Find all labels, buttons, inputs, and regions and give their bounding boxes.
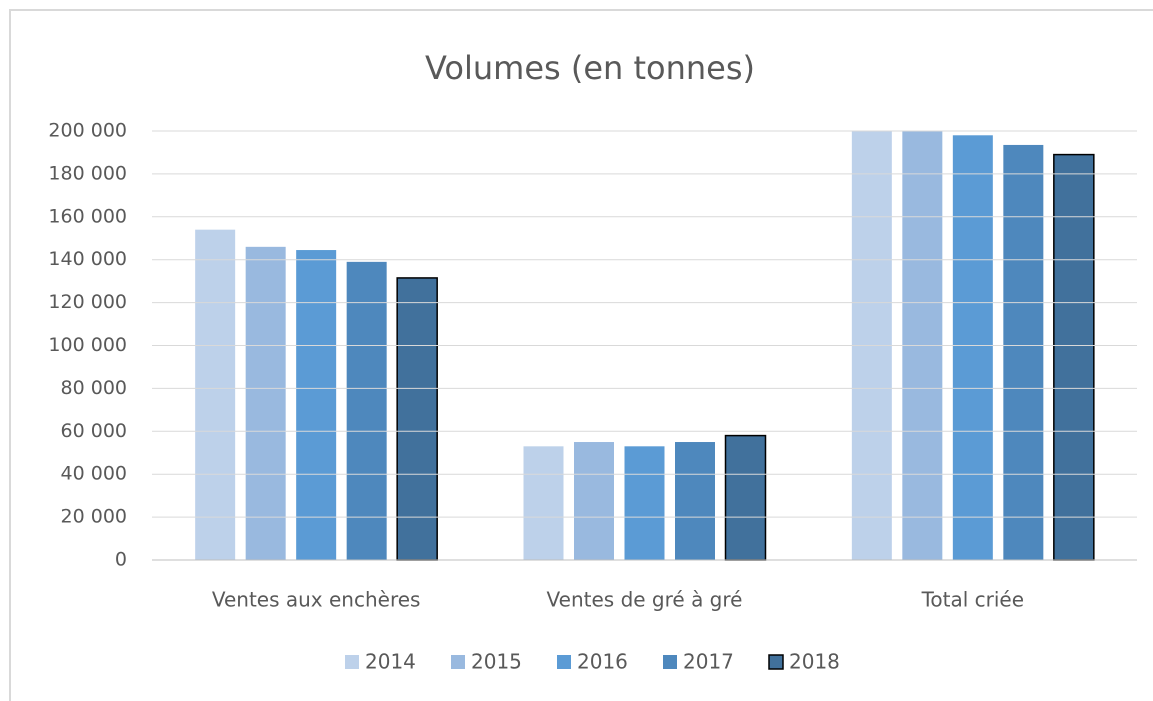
bar — [574, 442, 614, 560]
legend-label: 2017 — [683, 650, 734, 674]
legend-label: 2014 — [365, 650, 416, 674]
y-tick-label: 0 — [115, 549, 127, 571]
y-tick-label: 100 000 — [48, 334, 127, 356]
bar — [902, 131, 943, 561]
legend-swatch — [663, 655, 677, 669]
y-tick-label: 180 000 — [48, 162, 127, 184]
legend-label: 2015 — [471, 650, 522, 674]
legend-swatch — [768, 654, 784, 670]
y-tick-label: 80 000 — [61, 377, 127, 399]
bar — [523, 446, 564, 560]
chart-frame — [9, 9, 1153, 701]
legend-label: 2018 — [789, 650, 840, 674]
y-tick-label: 60 000 — [61, 420, 127, 442]
x-tick-label: Total criée — [921, 588, 1024, 612]
y-tick-label: 40 000 — [61, 463, 127, 485]
x-tick-label: Ventes aux enchères — [212, 588, 421, 612]
legend-swatch — [451, 655, 465, 669]
y-tick-label: 20 000 — [61, 506, 127, 528]
bar — [245, 246, 286, 560]
bar — [1003, 144, 1044, 560]
y-tick-label: 160 000 — [48, 205, 127, 227]
y-tick-label: 200 000 — [48, 120, 127, 142]
y-tick-label: 120 000 — [48, 291, 127, 313]
plot-area — [195, 131, 1095, 561]
chart-title: Volumes (en tonnes) — [425, 49, 755, 87]
legend-label: 2016 — [577, 650, 628, 674]
bar — [1053, 153, 1095, 561]
y-tick-label: 140 000 — [48, 248, 127, 270]
bar — [346, 261, 387, 560]
x-tick-label: Ventes de gré à gré — [547, 588, 743, 612]
bar — [952, 135, 993, 561]
legend-swatch — [557, 655, 571, 669]
legend-swatch — [345, 655, 359, 669]
bar — [724, 434, 767, 561]
bar — [296, 250, 337, 561]
bar — [851, 131, 892, 561]
bar — [624, 446, 665, 560]
bar — [195, 229, 236, 561]
bar — [396, 277, 438, 561]
bar — [675, 442, 715, 560]
